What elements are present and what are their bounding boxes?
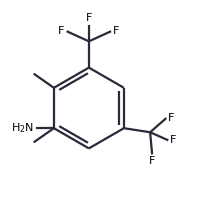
Text: F: F (168, 113, 175, 123)
Text: F: F (58, 26, 65, 36)
Text: F: F (149, 156, 155, 167)
Text: F: F (170, 135, 177, 145)
Text: F: F (86, 13, 92, 23)
Text: F: F (113, 26, 120, 36)
Text: H$_2$N: H$_2$N (11, 121, 34, 135)
